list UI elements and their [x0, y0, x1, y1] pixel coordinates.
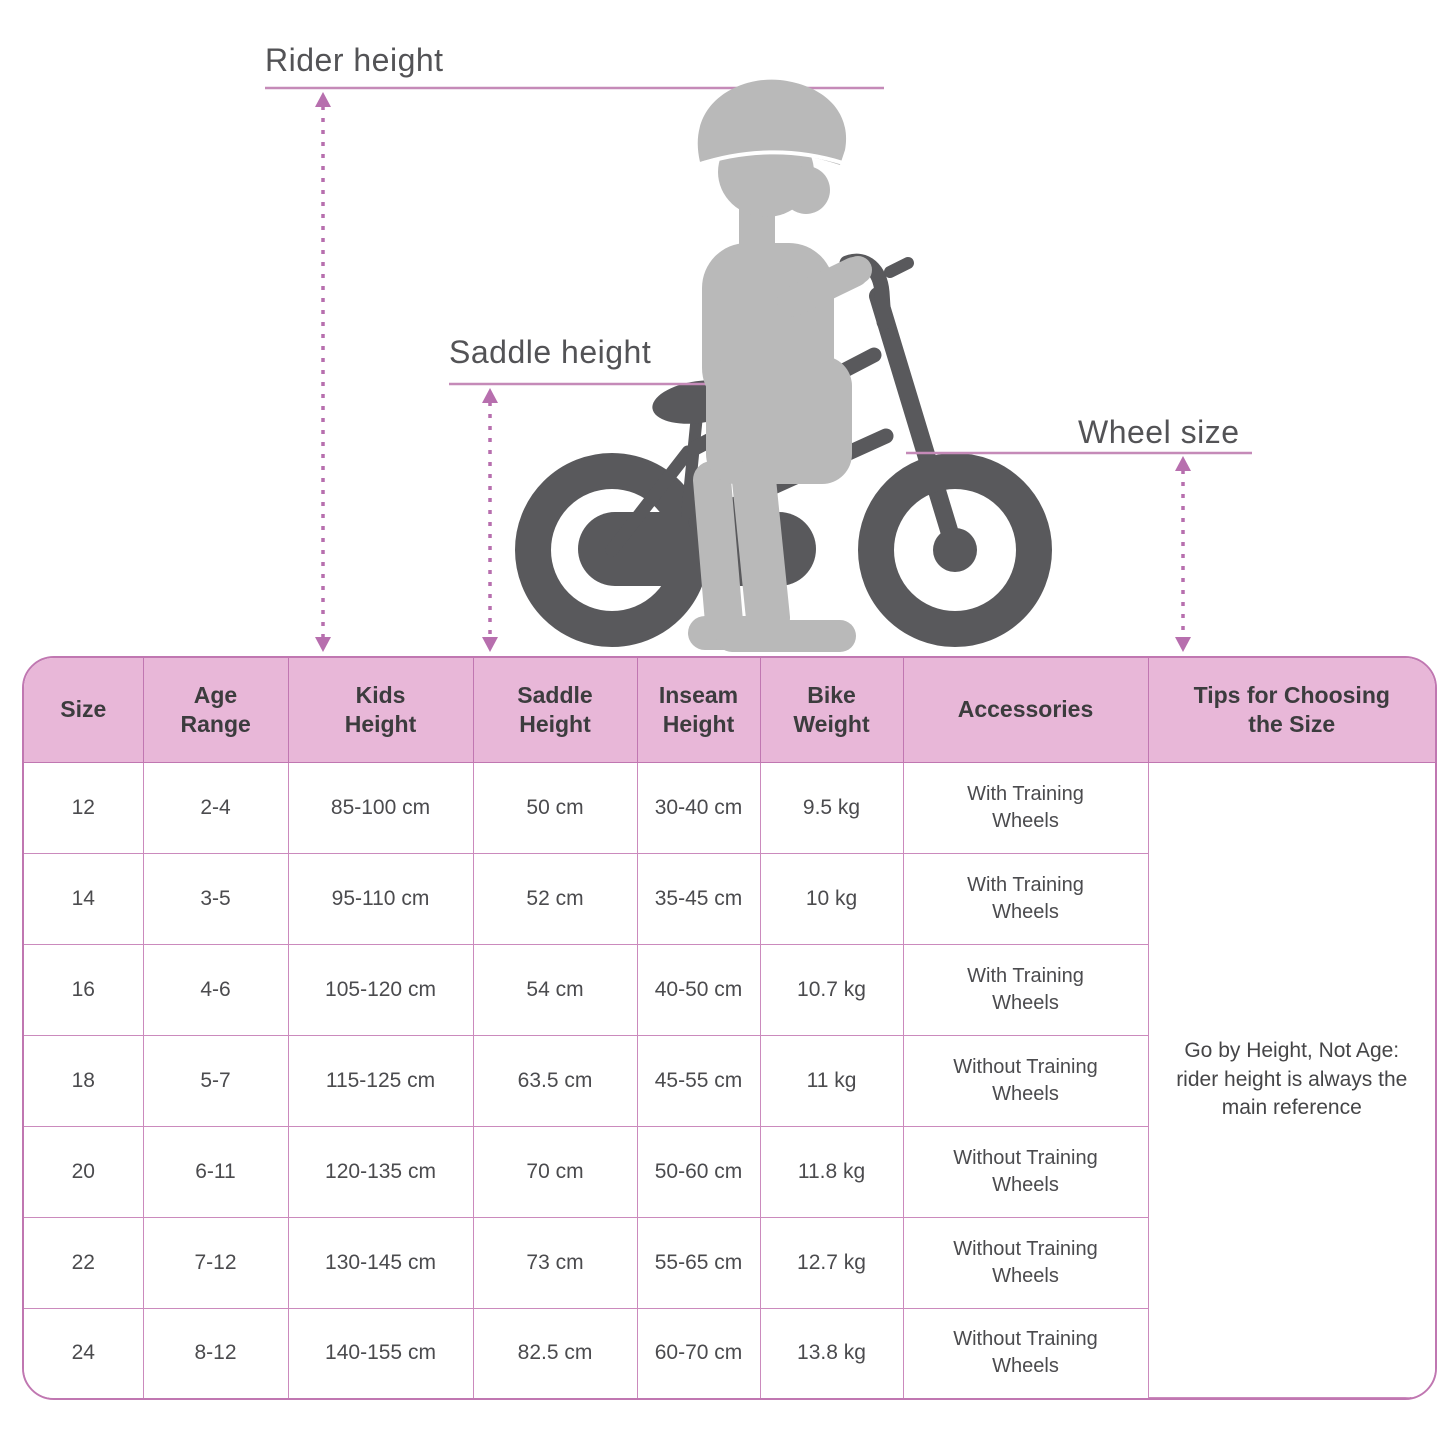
- fork-tube: [869, 287, 964, 559]
- arrowhead-up-icon: [482, 388, 498, 403]
- table-row: 18 5-7 115-125 cm 63.5 cm 45-55 cm 11 kg…: [24, 1035, 1435, 1127]
- rider-height-label: Rider height: [265, 42, 444, 78]
- child-rear-leg: [693, 461, 743, 641]
- cell-accessories: With Training Wheels: [902, 762, 1149, 854]
- cell-bike-weight: 9.5 kg: [759, 762, 904, 854]
- child-arm: [777, 257, 869, 317]
- measurement-diagram: Rider height Saddle height Wheel size: [0, 0, 1445, 656]
- cell-size: 22: [24, 1217, 144, 1309]
- col-header-tips: Tips for Choosing the Size: [1147, 658, 1435, 763]
- child-shorts: [706, 356, 852, 484]
- cell-accessories: Without Training Wheels: [902, 1126, 1149, 1218]
- arrowhead-down-icon: [315, 637, 331, 652]
- cell-size: 16: [24, 944, 144, 1036]
- cell-inseam-height: 55-65 cm: [636, 1217, 761, 1309]
- cell-bike-weight: 13.8 kg: [759, 1308, 904, 1398]
- arrowhead-down-icon: [1175, 637, 1191, 652]
- handlebar-end: [884, 257, 914, 278]
- diagram-scene: [265, 79, 1252, 652]
- cell-kids-height: 95-110 cm: [287, 853, 474, 945]
- col-header-size: Size: [24, 658, 144, 763]
- wheel-size-label: Wheel size: [1078, 414, 1240, 450]
- arrowhead-up-icon: [315, 92, 331, 107]
- cell-inseam-height: 40-50 cm: [636, 944, 761, 1036]
- cell-bike-weight: 10.7 kg: [759, 944, 904, 1036]
- cell-kids-height: 85-100 cm: [287, 762, 474, 854]
- table-row: 16 4-6 105-120 cm 54 cm 40-50 cm 10.7 kg…: [24, 944, 1435, 1036]
- table-row: 22 7-12 130-145 cm 73 cm 55-65 cm 12.7 k…: [24, 1217, 1435, 1309]
- cell-bike-weight: 10 kg: [759, 853, 904, 945]
- front-wheel: [858, 453, 1052, 647]
- measurement-arrows: [315, 92, 1191, 652]
- cell-age-range: 8-12: [142, 1308, 289, 1398]
- cell-inseam-height: 50-60 cm: [636, 1126, 761, 1218]
- cell-age-range: 6-11: [142, 1126, 289, 1218]
- cell-inseam-height: 45-55 cm: [636, 1035, 761, 1127]
- cell-inseam-height: 35-45 cm: [636, 853, 761, 945]
- cell-saddle-height: 54 cm: [472, 944, 638, 1036]
- rider-height-arrow: [315, 92, 331, 652]
- seat-stay-tube: [605, 445, 695, 557]
- cell-age-range: 3-5: [142, 853, 289, 945]
- cell-accessories: Without Training Wheels: [902, 1308, 1149, 1398]
- cell-accessories: With Training Wheels: [902, 944, 1149, 1036]
- cell-age-range: 2-4: [142, 762, 289, 854]
- arrowhead-up-icon: [1175, 456, 1191, 471]
- saddle-height-arrow: [482, 388, 498, 652]
- cell-kids-height: 115-125 cm: [287, 1035, 474, 1127]
- cell-accessories: Without Training Wheels: [902, 1035, 1149, 1127]
- cell-size: 24: [24, 1308, 144, 1398]
- wheel-size-arrow: [1175, 456, 1191, 652]
- col-header-saddle-height: Saddle Height: [472, 658, 638, 763]
- col-header-inseam-height: Inseam Height: [636, 658, 761, 763]
- cell-age-range: 5-7: [142, 1035, 289, 1127]
- col-header-age-range: Age Range: [142, 658, 289, 763]
- table-row: 20 6-11 120-135 cm 70 cm 50-60 cm 11.8 k…: [24, 1126, 1435, 1218]
- child-front-leg: [732, 458, 790, 640]
- cell-saddle-height: 63.5 cm: [472, 1035, 638, 1127]
- table-row: 12 2-4 85-100 cm 50 cm 30-40 cm 9.5 kg W…: [24, 762, 1435, 1398]
- col-header-bike-weight: Bike Weight: [759, 658, 904, 763]
- child-hand: [844, 256, 872, 284]
- child-face: [782, 166, 830, 214]
- front-hub: [933, 528, 977, 572]
- table-row: 14 3-5 95-110 cm 52 cm 35-45 cm 10 kg Wi…: [24, 853, 1435, 945]
- cell-size: 20: [24, 1126, 144, 1218]
- cell-saddle-height: 52 cm: [472, 853, 638, 945]
- cell-inseam-height: 30-40 cm: [636, 762, 761, 854]
- size-chart-table: Size Age Range Kids Height Saddle Height…: [24, 658, 1435, 1398]
- table-header-row: Size Age Range Kids Height Saddle Height…: [24, 658, 1435, 763]
- col-header-kids-height: Kids Height: [287, 658, 474, 763]
- cell-bike-weight: 11 kg: [759, 1035, 904, 1127]
- saddle-height-label: Saddle height: [449, 334, 652, 370]
- col-header-accessories: Accessories: [902, 658, 1149, 763]
- cell-age-range: 7-12: [142, 1217, 289, 1309]
- helmet-gap: [696, 150, 844, 167]
- cell-kids-height: 140-155 cm: [287, 1308, 474, 1398]
- cell-accessories: With Training Wheels: [902, 853, 1149, 945]
- cell-age-range: 4-6: [142, 944, 289, 1036]
- cell-inseam-height: 60-70 cm: [636, 1308, 761, 1398]
- cell-saddle-height: 82.5 cm: [472, 1308, 638, 1398]
- cell-kids-height: 105-120 cm: [287, 944, 474, 1036]
- cell-saddle-height: 50 cm: [472, 762, 638, 854]
- cell-saddle-height: 70 cm: [472, 1126, 638, 1218]
- cell-bike-weight: 12.7 kg: [759, 1217, 904, 1309]
- cell-size: 14: [24, 853, 144, 945]
- cell-saddle-height: 73 cm: [472, 1217, 638, 1309]
- cell-size: 18: [24, 1035, 144, 1127]
- table-row: 24 8-12 140-155 cm 82.5 cm 60-70 cm 13.8…: [24, 1308, 1435, 1398]
- cell-size: 12: [24, 762, 144, 854]
- child-silhouette: [688, 79, 872, 652]
- cell-tips: Go by Height, Not Age: rider height is a…: [1147, 762, 1435, 1398]
- cell-accessories: Without Training Wheels: [902, 1217, 1149, 1309]
- arrowhead-down-icon: [482, 637, 498, 652]
- helmet: [697, 79, 847, 165]
- child-front-shoe: [716, 620, 856, 652]
- cell-bike-weight: 11.8 kg: [759, 1126, 904, 1218]
- cell-kids-height: 120-135 cm: [287, 1126, 474, 1218]
- size-chart-table-wrapper: Size Age Range Kids Height Saddle Height…: [22, 656, 1437, 1400]
- cell-kids-height: 130-145 cm: [287, 1217, 474, 1309]
